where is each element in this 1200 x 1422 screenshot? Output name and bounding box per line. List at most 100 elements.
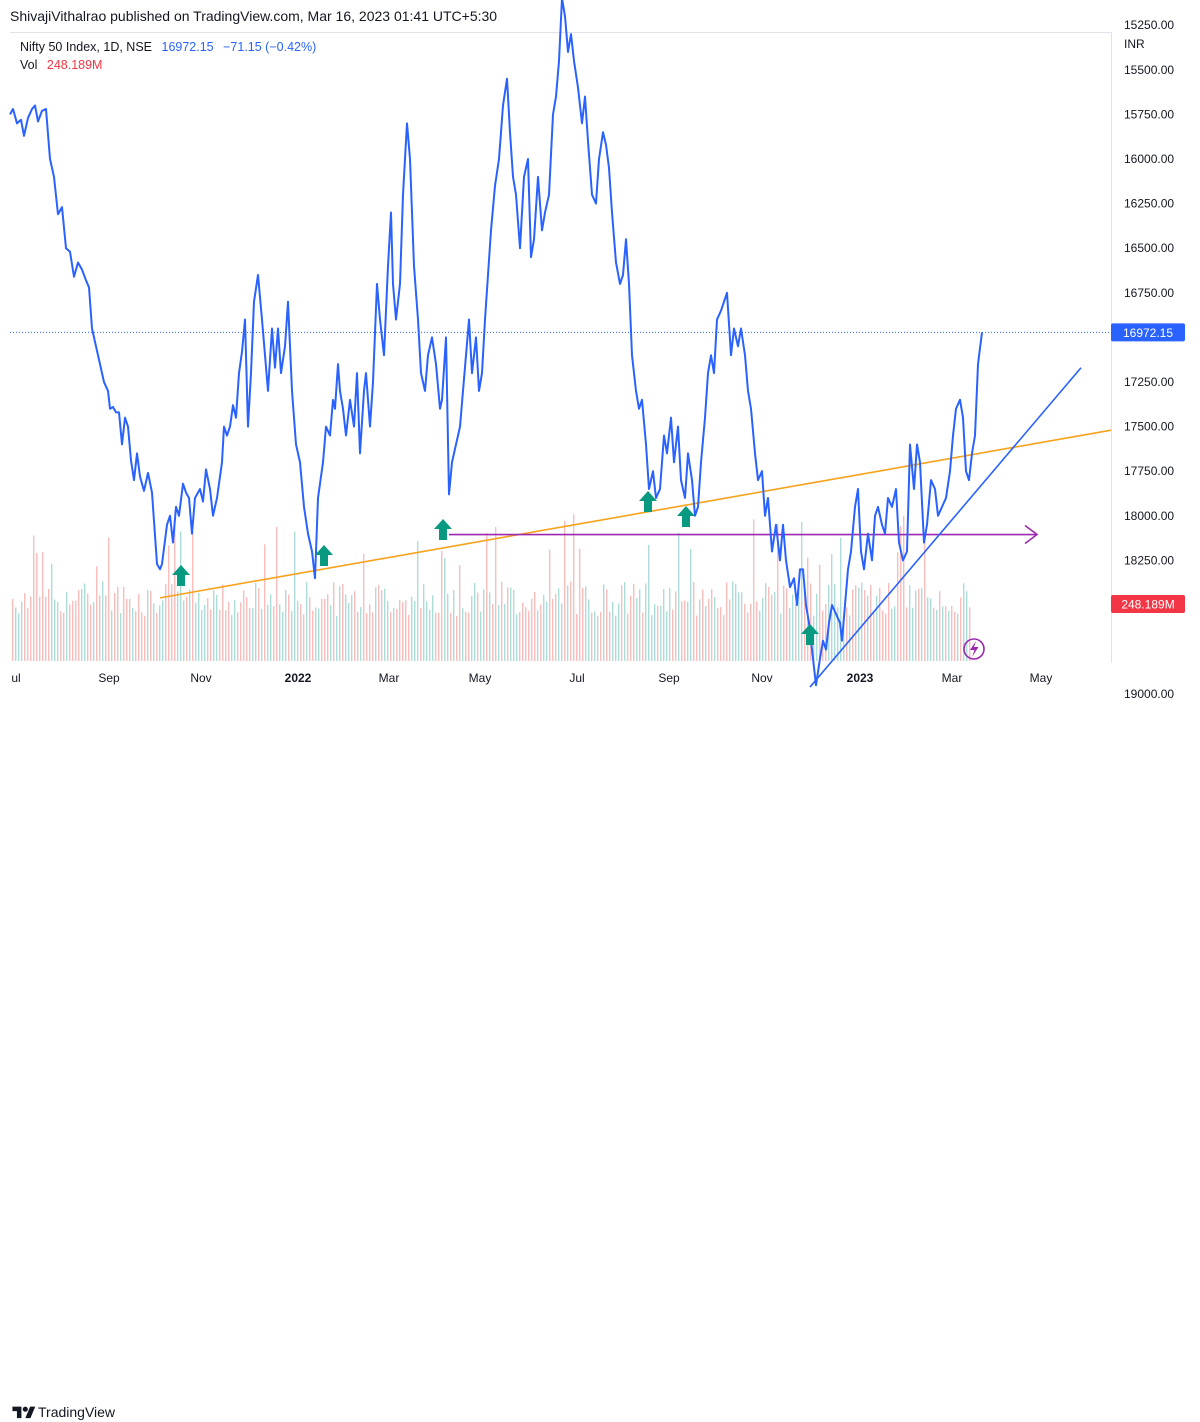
volume-bar (396, 608, 398, 661)
x-tick-label: Nov (751, 671, 772, 685)
publish-header: ShivajiVithalrao published on TradingVie… (0, 0, 1200, 32)
tradingview-brand[interactable]: TradingView (38, 1404, 116, 1420)
volume-bar (552, 599, 554, 661)
volume-bar (42, 552, 44, 661)
x-axis[interactable]: ul Sep Nov 2022 Mar May Jul Sep Nov 2023 Mar May (11, 671, 1052, 685)
volume-bar (468, 612, 470, 661)
volume-bar (969, 607, 971, 661)
volume-bar (840, 537, 842, 661)
volume-bar (774, 591, 776, 661)
volume-bars (12, 514, 971, 661)
volume-bar (741, 592, 743, 661)
volume-bar (960, 597, 962, 661)
horizontal-level-arrowhead (1024, 524, 1039, 545)
x-tick-label: Jul (569, 671, 584, 685)
volume-bar (138, 594, 140, 661)
volume-bar (30, 596, 32, 661)
volume-bar (174, 525, 176, 661)
price-chart[interactable]: INR 15250.00 15500.00 15750.00 16000.00 16250… (0, 0, 1200, 731)
volume-bar (744, 603, 746, 661)
volume-bar (375, 587, 377, 661)
x-tick-label: Mar (942, 671, 963, 685)
volume-bar (687, 601, 689, 661)
volume-bar (219, 609, 221, 661)
volume-bar (558, 588, 560, 661)
volume-bar (618, 603, 620, 661)
x-tick-label: 2022 (285, 671, 312, 685)
volume-bar (255, 582, 257, 661)
volume-bar (642, 612, 644, 661)
volume-bar (714, 596, 716, 661)
volume-bar (405, 600, 407, 661)
volume-bar (825, 604, 827, 661)
volume-bar (708, 598, 710, 661)
volume-bar (624, 581, 626, 661)
volume-bar (306, 581, 308, 661)
volume-bar (729, 599, 731, 661)
volume-bar (318, 608, 320, 661)
volume-bar (507, 587, 509, 661)
volume-bar (780, 613, 782, 661)
y-tick-label: 15750.00 (1124, 107, 1174, 121)
volume-bar (225, 610, 227, 661)
volume-bar (267, 604, 269, 661)
volume-bar (168, 545, 170, 661)
volume-bar (456, 615, 458, 661)
legend-symbol-row: Nifty 50 Index, 1D, NSE 16972.15 −71.15 … (20, 38, 316, 56)
chart-legend: Nifty 50 Index, 1D, NSE 16972.15 −71.15 … (20, 38, 316, 74)
volume-bar (276, 526, 278, 661)
volume-bar (528, 610, 530, 661)
volume-bar (633, 583, 635, 661)
legend-symbol: Nifty 50 Index, 1D, NSE (20, 40, 153, 54)
volume-bar (402, 602, 404, 661)
volume-tag-bg (1111, 595, 1185, 613)
volume-bar (606, 589, 608, 661)
volume-bar (678, 532, 680, 661)
volume-bar (804, 587, 806, 661)
volume-bar (723, 615, 725, 661)
y-tick-label: 16000.00 (1124, 152, 1174, 166)
volume-bar (621, 585, 623, 661)
volume-bar (522, 602, 524, 661)
volume-bar (177, 591, 179, 661)
volume-bar (132, 607, 134, 661)
volume-bar (48, 588, 50, 661)
volume-bar (45, 596, 47, 661)
up-arrow-icon (434, 519, 452, 540)
legend-volume-label: Vol (20, 58, 38, 72)
volume-bar (900, 526, 902, 661)
volume-bar (435, 612, 437, 661)
volume-bar (135, 611, 137, 661)
volume-bar (369, 604, 371, 661)
volume-bar (417, 541, 419, 661)
volume-bar (612, 602, 614, 661)
x-tick-label: May (469, 671, 492, 685)
tradingview-logo-icon[interactable] (12, 1404, 36, 1422)
volume-bar (555, 593, 557, 661)
volume-bar (579, 548, 581, 661)
volume-bar (264, 544, 266, 661)
volume-bar (414, 600, 416, 661)
volume-bar (540, 604, 542, 661)
volume-bar (543, 594, 545, 661)
volume-bar (291, 611, 293, 661)
volume-bar (636, 598, 638, 661)
volume-bar (936, 610, 938, 661)
volume-bar (111, 610, 113, 661)
volume-bar (882, 610, 884, 661)
volume-bar (39, 596, 41, 661)
volume-bar (102, 581, 104, 661)
volume-bar (222, 584, 224, 661)
volume-bar (114, 592, 116, 661)
volume-bar (351, 595, 353, 661)
volume-bar (144, 615, 146, 661)
up-arrow-icon (677, 506, 695, 527)
volume-bar (819, 564, 821, 661)
lightning-icon[interactable] (963, 638, 985, 660)
volume-bar (324, 598, 326, 661)
volume-bar (477, 592, 479, 661)
volume-bar (204, 604, 206, 661)
volume-bar (783, 585, 785, 661)
volume-bar (915, 590, 917, 661)
price-line (9, 0, 983, 687)
